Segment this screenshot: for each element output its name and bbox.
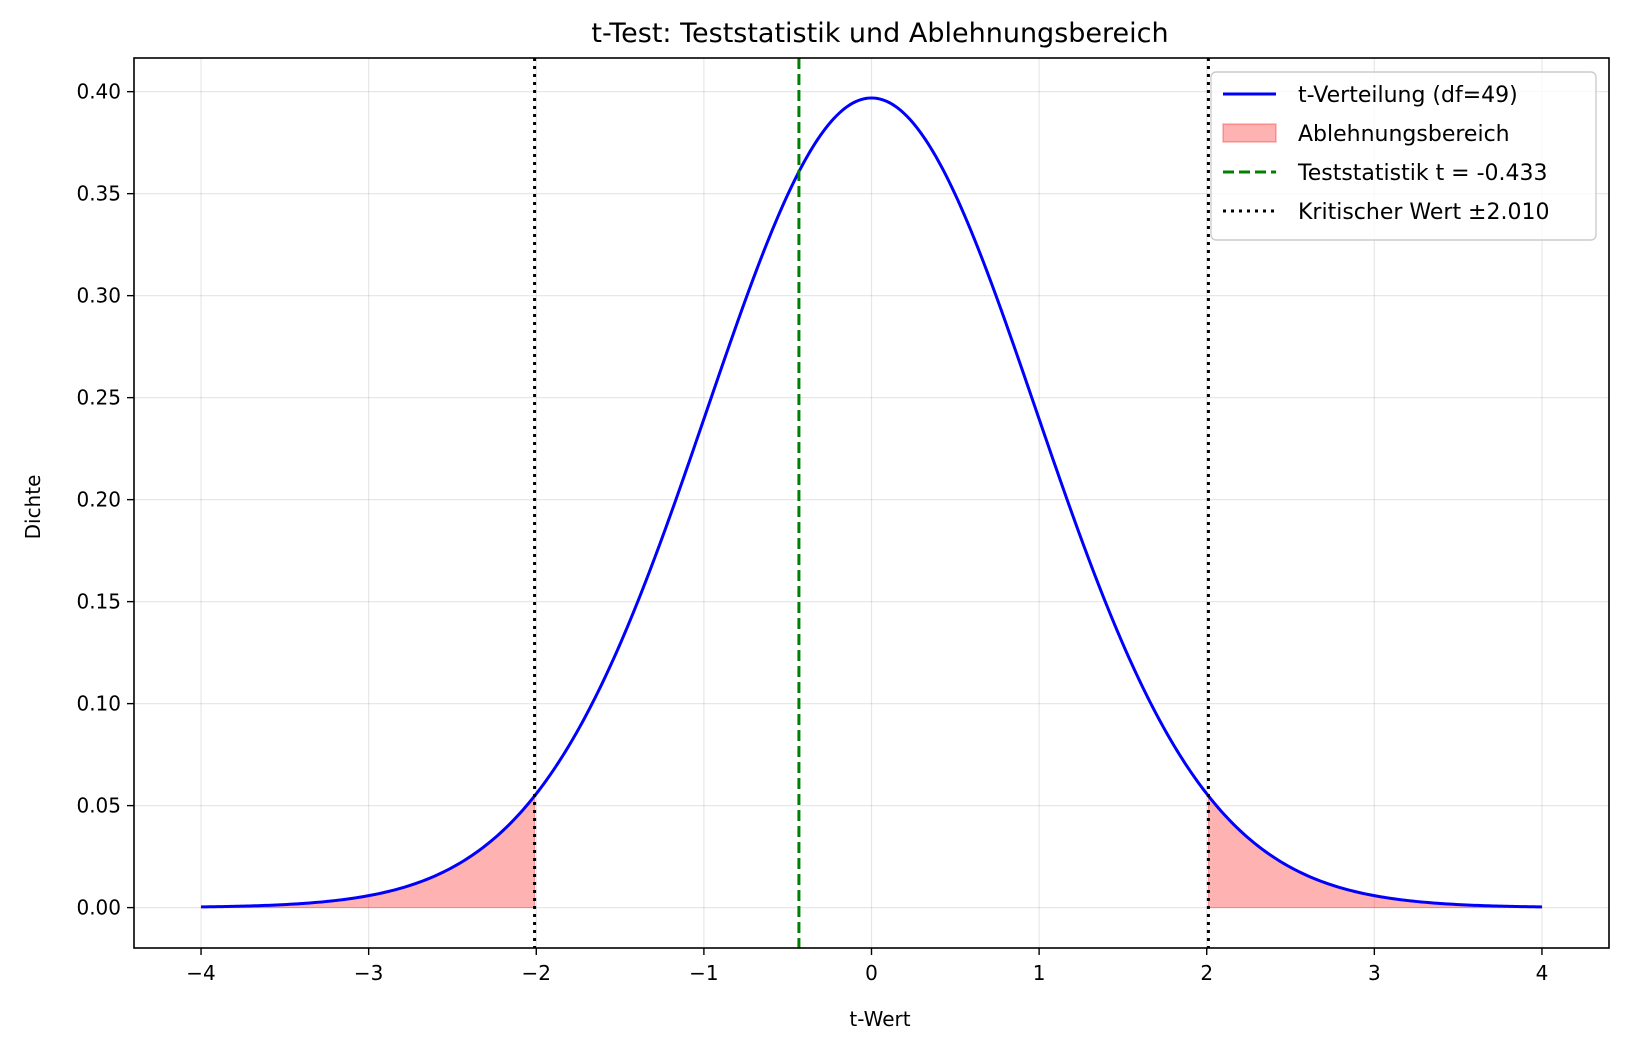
x-tick-label: 3 (1368, 961, 1381, 985)
x-tick-label: 4 (1536, 961, 1549, 985)
y-tick-label: 0.20 (76, 488, 121, 512)
y-tick-label: 0.00 (76, 896, 121, 920)
plot-data (200, 58, 1543, 948)
legend-box (1210, 71, 1597, 241)
t-density-line (201, 96, 1542, 909)
y-tick-label: 0.25 (76, 386, 121, 410)
legend-handle-rejection (1222, 123, 1277, 143)
x-tick-label: −4 (186, 961, 215, 985)
chart-title: t-Test: Teststatistik und Ablehnungsbere… (591, 18, 1168, 49)
legend-label: Teststatistik t = -0.433 (1297, 161, 1548, 186)
y-tick-label: 0.40 (76, 80, 121, 104)
x-tick-label: 2 (1200, 961, 1213, 985)
legend: t-Verteilung (df=49) Ablehnungsbereich Tes… (1210, 71, 1597, 241)
axis-ticks: −4 −3 −2 −1 0 1 2 3 4 0.00 0.05 0.10 0.15 0.20 0.25 0.3… (76, 80, 1548, 985)
y-tick-label: 0.30 (76, 284, 121, 308)
legend-label: Kritischer Wert ±2.010 (1298, 200, 1549, 225)
x-tick-label: −2 (522, 961, 551, 985)
legend-label: Ablehnungsbereich (1298, 122, 1510, 147)
y-tick-label: 0.10 (76, 692, 121, 716)
x-tick-label: 1 (1033, 961, 1046, 985)
x-tick-label: −3 (354, 961, 383, 985)
x-tick-label: −1 (689, 961, 718, 985)
x-tick-label: 0 (865, 961, 878, 985)
y-tick-label: 0.05 (76, 794, 121, 818)
y-axis-label: Dichte (21, 475, 45, 540)
y-tick-label: 0.35 (76, 182, 121, 206)
legend-label: t-Verteilung (df=49) (1298, 83, 1518, 108)
y-tick-label: 0.15 (76, 590, 121, 614)
x-axis-label: t-Wert (849, 1007, 910, 1031)
